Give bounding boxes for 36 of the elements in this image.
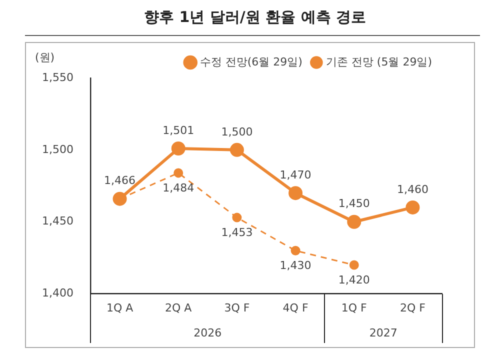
point [290,246,300,256]
data-label: 1,484 [162,181,194,194]
y-tick-label: 1,550 [42,70,74,84]
x-tick-label: 4Q F [282,301,308,314]
data-label: 1,500 [221,125,253,138]
point [288,186,303,200]
point [406,200,420,214]
x-tick-label: 2Q F [400,301,426,314]
legend-label: 기존 전망 (5월 29일) [326,55,432,68]
point [232,212,242,222]
data-label: 1,470 [280,168,312,182]
data-label: 1,466 [104,174,136,188]
point [349,260,359,270]
chart-title: 향후 1년 달러/원 환율 예측 경로 [142,8,368,27]
data-label: 1,501 [162,124,194,137]
data-label: 1,430 [280,259,312,272]
point [171,141,186,156]
y-tick-label: 1,500 [42,142,74,156]
y-axis-title: (원) [35,50,55,65]
y-tick-label: 1,400 [42,286,74,300]
x-tick-label: 2Q A [165,301,192,314]
x-tick-label: 1Q A [106,301,134,314]
data-label: 1,460 [396,182,428,196]
point [174,168,184,178]
point [112,192,127,206]
y-tick-label: 1,450 [42,214,74,228]
data-label: 1,450 [338,197,370,210]
text: 2026 [194,326,222,340]
data-label: 1,453 [221,226,253,239]
point [347,214,362,229]
data-label: 1,420 [338,273,370,286]
point [230,142,244,157]
legend-label: 수정 전망(6월 29일) [200,55,302,68]
x-tick-label: 1Q F [341,301,367,314]
x-tick-label: 3Q F [224,301,250,314]
text: 2027 [369,326,398,340]
